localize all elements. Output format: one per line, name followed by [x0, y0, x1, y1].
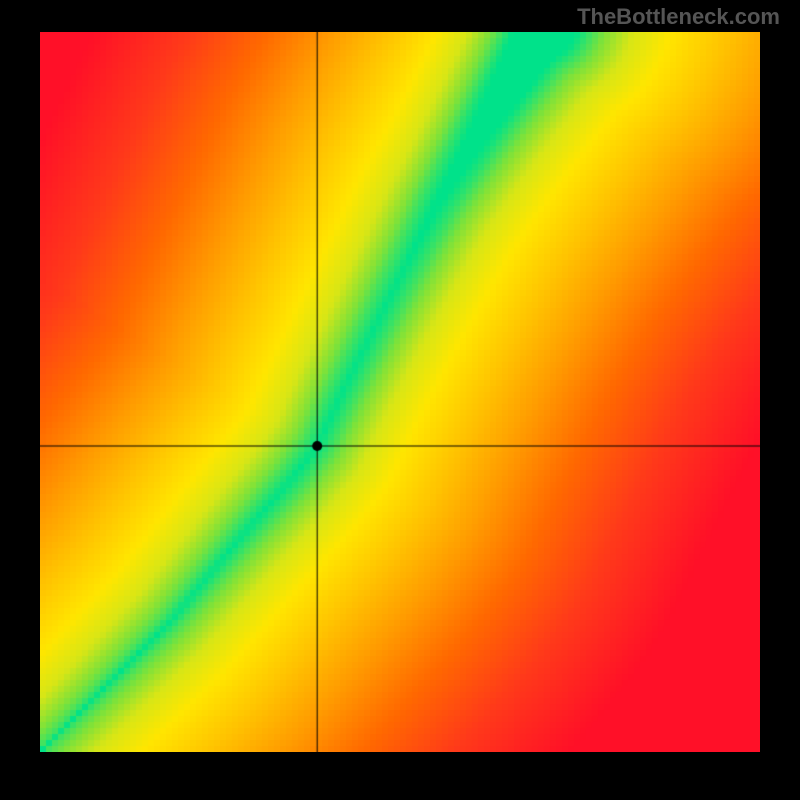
- heatmap-canvas: [40, 32, 760, 752]
- heatmap-plot: [40, 32, 760, 752]
- watermark-text: TheBottleneck.com: [577, 4, 780, 30]
- chart-container: TheBottleneck.com: [0, 0, 800, 800]
